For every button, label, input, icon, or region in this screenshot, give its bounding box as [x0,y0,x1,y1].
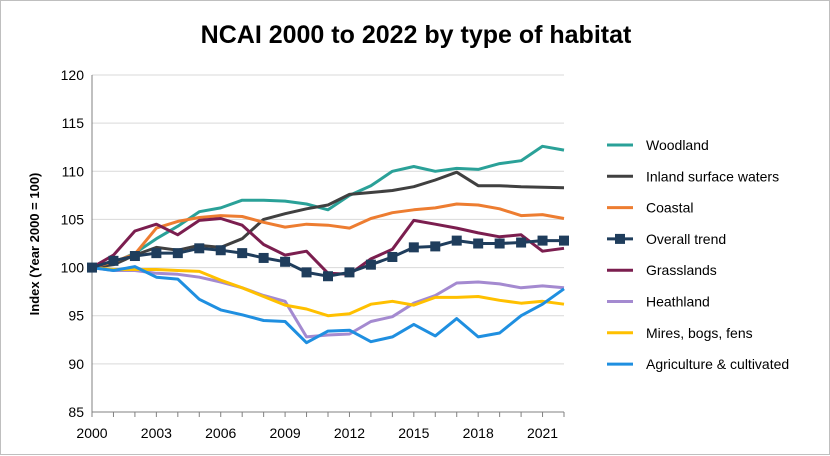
x-tick-label: 2003 [141,425,172,441]
y-tick-label: 90 [68,356,84,372]
legend-label: Heathland [646,294,710,310]
data-point-marker [516,237,527,248]
data-point-marker [87,262,97,273]
series-line-agriculture-cultivated [91,265,565,345]
data-point-marker [451,235,462,246]
data-point-marker [301,267,312,278]
data-point-marker [344,267,355,278]
data-point-marker [365,259,376,270]
legend-label: Overall trend [646,231,726,247]
legend-label: Coastal [646,200,693,216]
data-point-marker [237,248,248,259]
y-tick-label: 115 [62,115,85,131]
series-line-inland-surface-waters [91,170,565,270]
x-tick-label: 2000 [76,425,107,441]
data-point-marker [108,255,119,266]
series-line-mires-bogs-fens [91,266,565,318]
data-point-marker [129,251,140,262]
series-line-heathland [91,266,565,339]
data-point-marker [559,235,569,246]
y-tick-label: 120 [61,67,85,83]
y-tick-label: 100 [61,260,85,276]
x-tick-label: 2021 [527,425,558,441]
data-point-marker [215,245,226,256]
y-axis-label: Index (Year 2000 = 100) [27,173,42,316]
series-lines [87,144,569,345]
data-point-marker [387,251,398,262]
data-point-marker [323,271,333,282]
data-point-marker [172,248,183,259]
data-point-marker [258,252,269,263]
data-point-marker [537,235,548,246]
data-point-marker [494,238,505,249]
y-tick-label: 110 [62,163,85,179]
data-point-marker [430,241,441,252]
gridlines [92,74,564,365]
y-tick-label: 85 [68,404,84,420]
data-point-marker [194,243,205,254]
data-point-marker [280,256,291,267]
data-point-marker [408,242,419,253]
legend-label: Woodland [646,137,709,153]
legend-label: Mires, bogs, fens [646,325,753,341]
legend: Woodland Inland surface waters Coastal Over… [607,137,789,372]
y-tick-label: 95 [68,308,84,324]
x-tick-label: 2006 [205,425,236,441]
x-tick-label: 2012 [334,425,365,441]
legend-marker [615,233,625,244]
axes: 85 90 95 100 105 110 115 120 2000 2003 2006 2009 201… [61,67,565,441]
y-tick-label: 105 [61,211,85,227]
series-line-grasslands [91,217,565,276]
chart-title: NCAI 2000 to 2022 by type of habitat [201,21,632,49]
x-tick-label: 2018 [463,425,494,441]
legend-label: Grasslands [646,262,717,278]
x-tick-label: 2009 [270,425,301,441]
data-point-marker [473,238,484,249]
legend-label: Inland surface waters [646,168,779,184]
legend-label: Agriculture & cultivated [646,356,789,372]
data-point-marker [151,248,162,259]
series-line-coastal [91,202,565,270]
x-tick-label: 2015 [398,425,429,441]
